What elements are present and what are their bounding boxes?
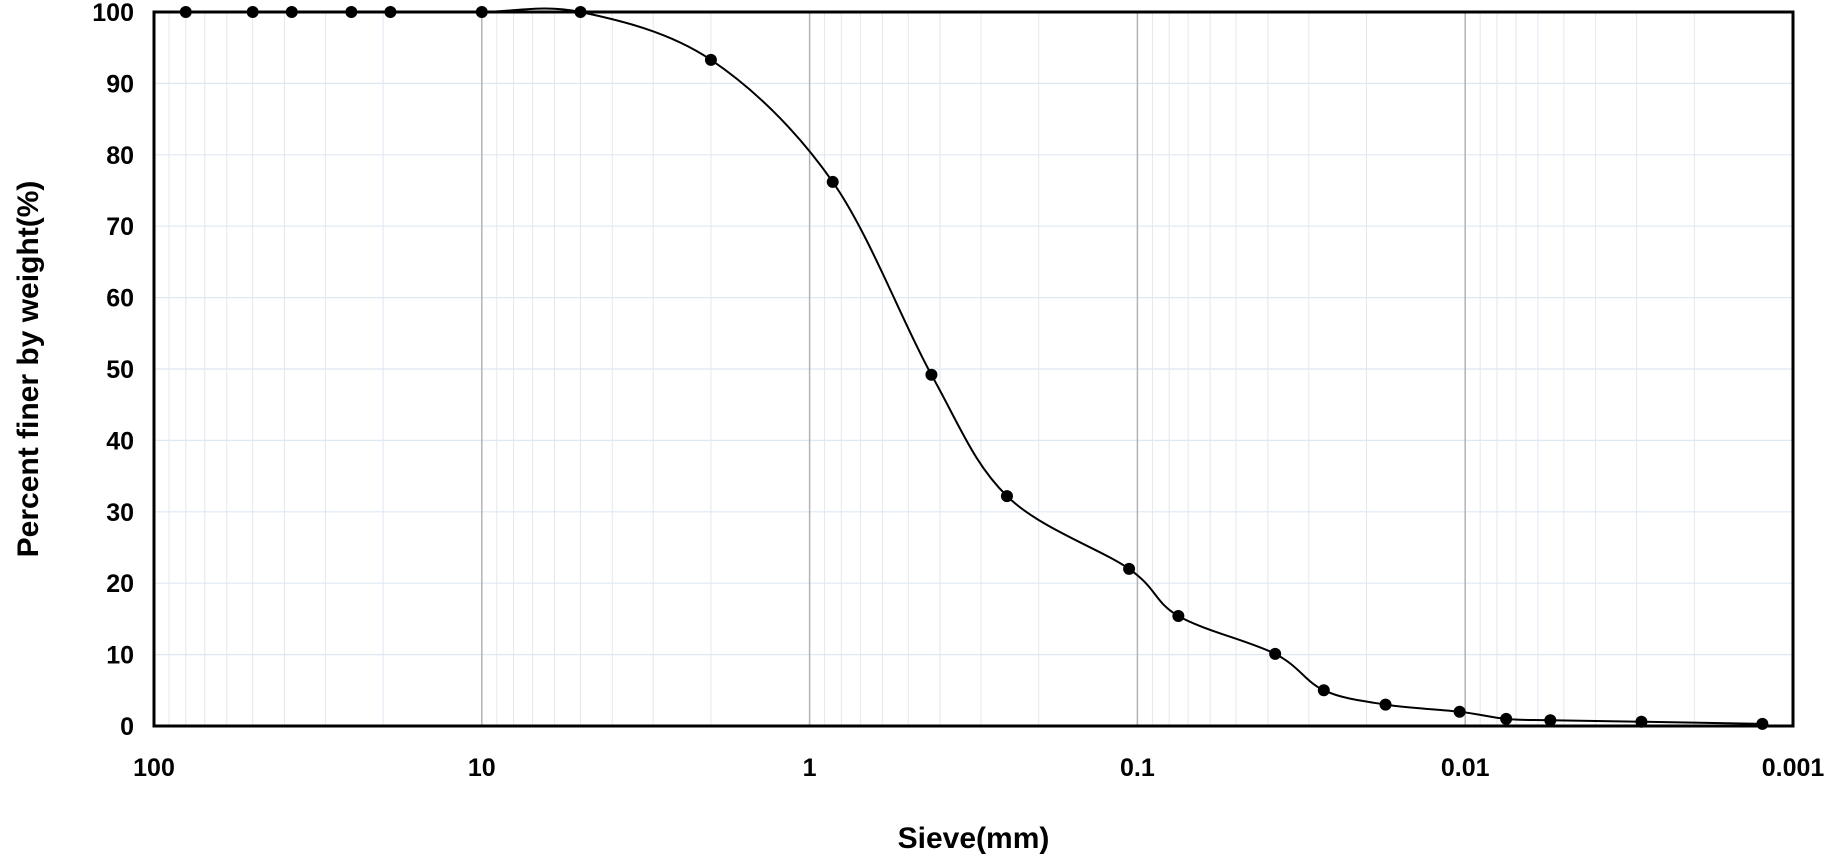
x-tick-label: 1 [803,754,817,782]
y-tick-label: 90 [106,70,134,98]
data-point [1379,698,1392,711]
data-point [1317,684,1330,697]
y-tick-label: 100 [92,0,134,27]
y-tick-label: 10 [106,642,134,670]
data-point [1000,490,1013,503]
gradation-curve [185,7,1763,725]
x-tick-label: 0.01 [1441,754,1490,782]
y-tick-label: 60 [106,285,134,313]
y-tick-labels: 0 10 20 30 40 50 60 70 80 90 100 [92,0,134,741]
y-tick-label: 50 [106,356,134,384]
data-point [1172,610,1185,623]
data-point [1500,712,1513,725]
data-point [1123,562,1136,575]
x-tick-label: 10 [468,754,496,782]
y-tick-label: 70 [106,213,134,241]
x-tick-label: 0.1 [1120,754,1155,782]
data-point [1756,717,1769,730]
y-tick-label: 40 [106,427,134,455]
y-tick-label: 0 [120,713,134,741]
x-tick-labels: 100 10 1 0.1 0.01 0.001 [133,754,1824,782]
y-axis-title: Percent finer by weight(%) [12,181,45,558]
data-point [925,368,938,381]
data-point [826,175,839,188]
y-tick-label: 20 [106,570,134,598]
data-point [704,53,717,66]
data-points [179,6,1769,730]
data-point [1453,705,1466,718]
data-point [1269,647,1282,660]
x-axis-title: Sieve(mm) [898,822,1050,855]
x-tick-label: 0.001 [1762,754,1825,782]
y-tick-label: 30 [106,499,134,527]
minor-gridlines [154,11,1793,727]
plot-frame [152,10,1795,728]
data-point [1544,714,1557,727]
y-tick-label: 80 [106,142,134,170]
x-tick-label: 100 [133,754,175,782]
